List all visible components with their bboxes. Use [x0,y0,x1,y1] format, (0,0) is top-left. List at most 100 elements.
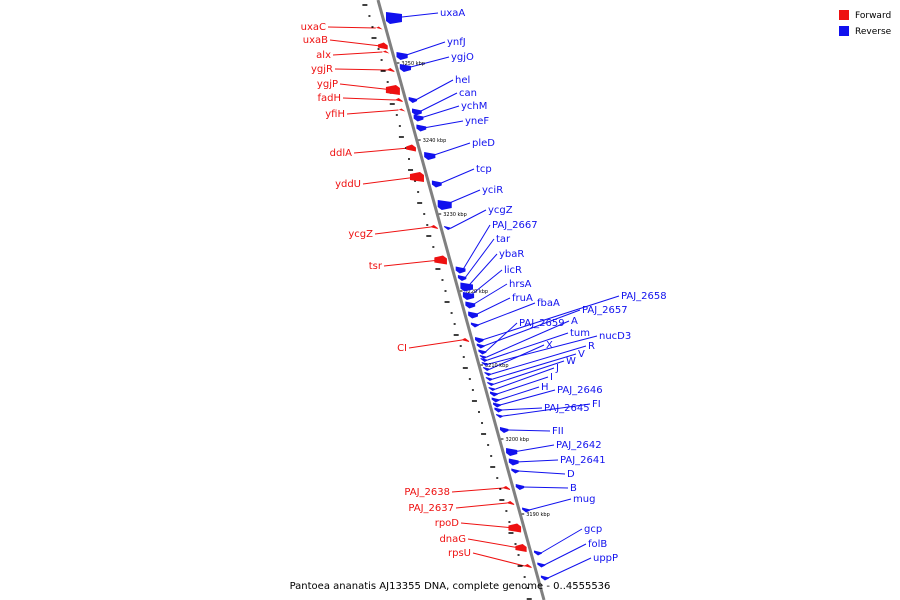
forward-gene-label: ddlA [330,148,352,159]
forward-leader-line [329,39,381,47]
forward-gene-15 [515,544,527,552]
forward-gene-label: ygjR [311,64,333,75]
forward-leader-line [460,522,515,529]
reverse-gene-32 [494,407,503,413]
reverse-gene-label: hel [455,75,470,86]
reverse-leader-line [481,295,620,341]
backbone-line [376,0,546,600]
reverse-gene-9 [437,200,452,210]
forward-gene-label: PAJ_2638 [404,487,450,498]
reverse-gene-label: ybaR [499,249,524,260]
reverse-gene-0 [385,12,402,24]
reverse-gene-label: PAJ_2667 [492,220,538,231]
reverse-leader-line [472,283,508,306]
kbp-tick-label: 3220 kbp [465,289,489,295]
forward-gene-8 [409,172,424,182]
reverse-gene-label: W [566,356,576,367]
reverse-gene-label: mug [573,494,595,505]
reverse-leader-line [431,142,471,157]
kbp-tick-label: 3250 kbp [401,61,425,67]
reverse-leader-line [403,41,446,57]
reverse-leader-line [486,320,570,358]
reverse-gene-22 [480,358,489,362]
forward-gene-1 [377,42,388,50]
forward-leader-line [342,97,396,101]
reverse-leader-line [489,344,545,370]
reverse-gene-label: PAJ_2658 [621,291,667,302]
reverse-leader-line [415,79,454,101]
reverse-gene-label: PAJ_2657 [582,305,628,316]
reverse-leader-line [488,335,598,365]
reverse-gene-40 [533,550,542,556]
forward-leader-line [472,552,525,567]
reverse-gene-35 [506,448,518,456]
forward-gene-9 [429,225,438,229]
reverse-gene-20 [478,349,487,355]
reverse-gene-23 [481,362,490,366]
reverse-leader-line [406,56,450,69]
reverse-gene-label: D [567,469,575,480]
reverse-gene-label: fbaA [537,298,560,309]
forward-gene-label: uxaB [303,35,328,46]
reverse-gene-27 [487,382,496,386]
reverse-gene-label: I [550,372,553,383]
reverse-leader-line [547,557,592,579]
kbp-tick-label: 3200 kbp [505,437,529,443]
reverse-gene-label: PAJ_2645 [544,403,590,414]
reverse-gene-label: ychM [461,101,487,112]
forward-leader-line [467,538,520,549]
reverse-gene-label: yneF [465,116,489,127]
forward-leader-line [339,83,393,91]
forward-gene-label: ygjP [317,79,338,90]
reverse-gene-34 [499,427,509,433]
reverse-gene-42 [540,575,549,581]
reverse-gene-3 [408,97,418,103]
reverse-leader-line [503,403,591,417]
reverse-gene-2 [399,64,412,72]
reverse-leader-line [477,302,536,326]
forward-gene-16 [523,564,532,568]
reverse-gene-24 [483,367,492,371]
reverse-leader-line [495,367,555,390]
reverse-leader-line [528,498,572,511]
reverse-gene-19 [476,343,485,349]
forward-gene-label: yfiH [325,109,345,120]
legend-swatch-forward [839,10,849,20]
reverse-gene-label: J [555,363,559,374]
reverse-gene-label: FI [592,399,601,410]
reverse-gene-label: A [571,316,578,327]
forward-gene-label: alx [316,50,331,61]
reverse-leader-line [483,309,581,347]
forward-leader-line [383,259,440,267]
forward-gene-11 [461,338,470,342]
forward-gene-label: uxaC [301,22,326,33]
reverse-gene-41 [537,562,546,568]
reverse-leader-line [418,92,458,113]
reverse-gene-label: ynfJ [447,37,466,48]
reverse-gene-13 [460,282,474,292]
reverse-gene-10 [444,226,453,230]
reverse-leader-line [474,297,511,316]
reverse-leader-line [423,120,464,129]
forward-leader-line [408,339,463,349]
forward-leader-line [374,226,431,235]
reverse-gene-label: gcp [584,524,602,535]
forward-gene-label: rpsU [448,548,471,559]
forward-leader-line [346,109,399,115]
genes [374,12,549,581]
reverse-gene-38 [515,484,525,490]
reverse-leader-line [450,209,487,229]
reverse-gene-25 [484,372,493,376]
legend-label-forward: Forward [855,11,891,21]
forward-gene-14 [508,523,522,533]
reverse-gene-label: R [588,341,595,352]
forward-leader-line [451,487,504,493]
reverse-gene-11 [455,266,466,274]
reverse-leader-line [420,105,460,119]
forward-gene-label: CI [397,343,407,354]
forward-gene-10 [434,255,447,265]
forward-gene-label: dnaG [439,534,466,545]
forward-leader-line [353,147,409,154]
reverse-gene-31 [493,402,502,408]
